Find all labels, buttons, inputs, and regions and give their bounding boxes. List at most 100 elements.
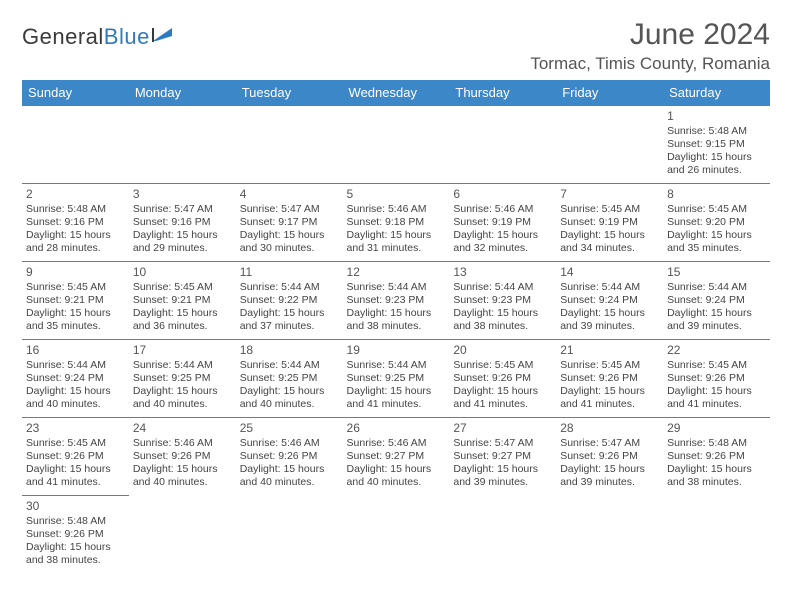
daylight-line2: and 41 minutes. — [26, 476, 125, 489]
day-cell: 2Sunrise: 5:48 AMSunset: 9:16 PMDaylight… — [22, 184, 129, 262]
sunrise-line: Sunrise: 5:48 AM — [667, 437, 766, 450]
daylight-line1: Daylight: 15 hours — [453, 307, 552, 320]
daylight-line1: Daylight: 15 hours — [240, 463, 339, 476]
daylight-line1: Daylight: 15 hours — [560, 385, 659, 398]
sunrise-line: Sunrise: 5:45 AM — [26, 281, 125, 294]
empty-cell — [22, 106, 129, 184]
day-number: 25 — [240, 421, 339, 436]
calendar-table: SundayMondayTuesdayWednesdayThursdayFrid… — [22, 80, 770, 574]
sunset-line: Sunset: 9:26 PM — [26, 528, 125, 541]
weekday-header: Sunday — [22, 80, 129, 106]
day-number: 19 — [347, 343, 446, 358]
sunrise-line: Sunrise: 5:45 AM — [667, 359, 766, 372]
day-cell: 27Sunrise: 5:47 AMSunset: 9:27 PMDayligh… — [449, 418, 556, 496]
month-title: June 2024 — [530, 18, 770, 52]
sunset-line: Sunset: 9:26 PM — [560, 450, 659, 463]
day-cell: 11Sunrise: 5:44 AMSunset: 9:22 PMDayligh… — [236, 262, 343, 340]
sunset-line: Sunset: 9:27 PM — [453, 450, 552, 463]
sunset-line: Sunset: 9:19 PM — [453, 216, 552, 229]
daylight-line2: and 38 minutes. — [667, 476, 766, 489]
sunrise-line: Sunrise: 5:44 AM — [560, 281, 659, 294]
sunset-line: Sunset: 9:25 PM — [347, 372, 446, 385]
daylight-line1: Daylight: 15 hours — [453, 463, 552, 476]
daylight-line2: and 39 minutes. — [453, 476, 552, 489]
header: GeneralBlue June 2024 Tormac, Timis Coun… — [22, 18, 770, 74]
empty-cell — [556, 496, 663, 574]
sunrise-line: Sunrise: 5:45 AM — [26, 437, 125, 450]
sunrise-line: Sunrise: 5:45 AM — [667, 203, 766, 216]
daylight-line2: and 40 minutes. — [133, 398, 232, 411]
daylight-line1: Daylight: 15 hours — [240, 385, 339, 398]
sunrise-line: Sunrise: 5:47 AM — [453, 437, 552, 450]
logo-part2: Blue — [104, 24, 150, 49]
daylight-line2: and 41 minutes. — [667, 398, 766, 411]
sunrise-line: Sunrise: 5:46 AM — [347, 437, 446, 450]
day-cell: 16Sunrise: 5:44 AMSunset: 9:24 PMDayligh… — [22, 340, 129, 418]
daylight-line1: Daylight: 15 hours — [560, 463, 659, 476]
daylight-line2: and 40 minutes. — [133, 476, 232, 489]
day-number: 29 — [667, 421, 766, 436]
day-number: 24 — [133, 421, 232, 436]
sunset-line: Sunset: 9:20 PM — [667, 216, 766, 229]
sunset-line: Sunset: 9:26 PM — [26, 450, 125, 463]
day-number: 4 — [240, 187, 339, 202]
daylight-line2: and 38 minutes. — [453, 320, 552, 333]
day-cell: 14Sunrise: 5:44 AMSunset: 9:24 PMDayligh… — [556, 262, 663, 340]
daylight-line2: and 35 minutes. — [667, 242, 766, 255]
day-cell: 29Sunrise: 5:48 AMSunset: 9:26 PMDayligh… — [663, 418, 770, 496]
day-number: 28 — [560, 421, 659, 436]
sunrise-line: Sunrise: 5:44 AM — [26, 359, 125, 372]
sunrise-line: Sunrise: 5:44 AM — [240, 281, 339, 294]
daylight-line2: and 39 minutes. — [667, 320, 766, 333]
sunset-line: Sunset: 9:22 PM — [240, 294, 339, 307]
sunset-line: Sunset: 9:26 PM — [240, 450, 339, 463]
daylight-line2: and 39 minutes. — [560, 476, 659, 489]
sunrise-line: Sunrise: 5:46 AM — [453, 203, 552, 216]
sunset-line: Sunset: 9:21 PM — [133, 294, 232, 307]
daylight-line2: and 30 minutes. — [240, 242, 339, 255]
daylight-line1: Daylight: 15 hours — [133, 229, 232, 242]
day-number: 16 — [26, 343, 125, 358]
day-number: 9 — [26, 265, 125, 280]
daylight-line2: and 37 minutes. — [240, 320, 339, 333]
sunset-line: Sunset: 9:21 PM — [26, 294, 125, 307]
day-cell: 5Sunrise: 5:46 AMSunset: 9:18 PMDaylight… — [343, 184, 450, 262]
sunset-line: Sunset: 9:19 PM — [560, 216, 659, 229]
sunset-line: Sunset: 9:18 PM — [347, 216, 446, 229]
daylight-line1: Daylight: 15 hours — [347, 229, 446, 242]
daylight-line1: Daylight: 15 hours — [347, 307, 446, 320]
weekday-header: Friday — [556, 80, 663, 106]
empty-cell — [236, 496, 343, 574]
logo-part1: General — [22, 24, 104, 49]
sunset-line: Sunset: 9:27 PM — [347, 450, 446, 463]
sunrise-line: Sunrise: 5:48 AM — [26, 515, 125, 528]
daylight-line2: and 32 minutes. — [453, 242, 552, 255]
day-number: 17 — [133, 343, 232, 358]
daylight-line2: and 41 minutes. — [560, 398, 659, 411]
daylight-line2: and 40 minutes. — [240, 398, 339, 411]
calendar-row: 1Sunrise: 5:48 AMSunset: 9:15 PMDaylight… — [22, 106, 770, 184]
sunrise-line: Sunrise: 5:44 AM — [667, 281, 766, 294]
day-number: 7 — [560, 187, 659, 202]
daylight-line1: Daylight: 15 hours — [26, 541, 125, 554]
daylight-line2: and 26 minutes. — [667, 164, 766, 177]
day-cell: 20Sunrise: 5:45 AMSunset: 9:26 PMDayligh… — [449, 340, 556, 418]
daylight-line2: and 28 minutes. — [26, 242, 125, 255]
daylight-line2: and 41 minutes. — [347, 398, 446, 411]
daylight-line1: Daylight: 15 hours — [560, 229, 659, 242]
logo-text: GeneralBlue — [22, 24, 150, 50]
sunset-line: Sunset: 9:23 PM — [347, 294, 446, 307]
sunrise-line: Sunrise: 5:44 AM — [133, 359, 232, 372]
day-cell: 7Sunrise: 5:45 AMSunset: 9:19 PMDaylight… — [556, 184, 663, 262]
daylight-line1: Daylight: 15 hours — [667, 151, 766, 164]
day-number: 8 — [667, 187, 766, 202]
sunrise-line: Sunrise: 5:44 AM — [347, 281, 446, 294]
day-cell: 12Sunrise: 5:44 AMSunset: 9:23 PMDayligh… — [343, 262, 450, 340]
sunrise-line: Sunrise: 5:47 AM — [560, 437, 659, 450]
day-number: 27 — [453, 421, 552, 436]
day-number: 22 — [667, 343, 766, 358]
sunset-line: Sunset: 9:26 PM — [667, 372, 766, 385]
sunset-line: Sunset: 9:24 PM — [26, 372, 125, 385]
day-number: 3 — [133, 187, 232, 202]
day-cell: 22Sunrise: 5:45 AMSunset: 9:26 PMDayligh… — [663, 340, 770, 418]
